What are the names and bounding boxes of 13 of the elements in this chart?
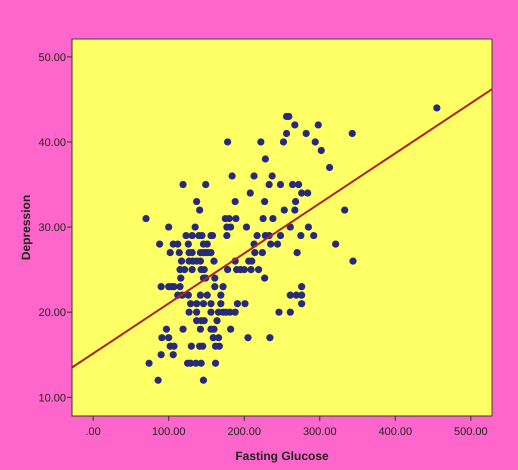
y-tick-label: 20.00 <box>38 307 66 320</box>
x-tick-label: 500.00 <box>454 426 488 438</box>
x-tick-label: 100.00 <box>152 426 186 438</box>
x-tick-label: 400.00 <box>378 426 412 438</box>
x-tick-label: 200.00 <box>227 426 262 438</box>
y-tick-label: 10.00 <box>38 392 66 404</box>
x-axis-title: Fasting Glucose <box>235 449 329 463</box>
y-tick-label: 40.00 <box>38 136 66 149</box>
y-tick-label: 30.00 <box>38 222 66 234</box>
x-tick-label: .00 <box>86 426 101 438</box>
y-axis-title: Depression <box>19 194 33 260</box>
y-tick-label: 50.00 <box>38 52 66 64</box>
x-tick-label: 300.00 <box>302 426 337 438</box>
